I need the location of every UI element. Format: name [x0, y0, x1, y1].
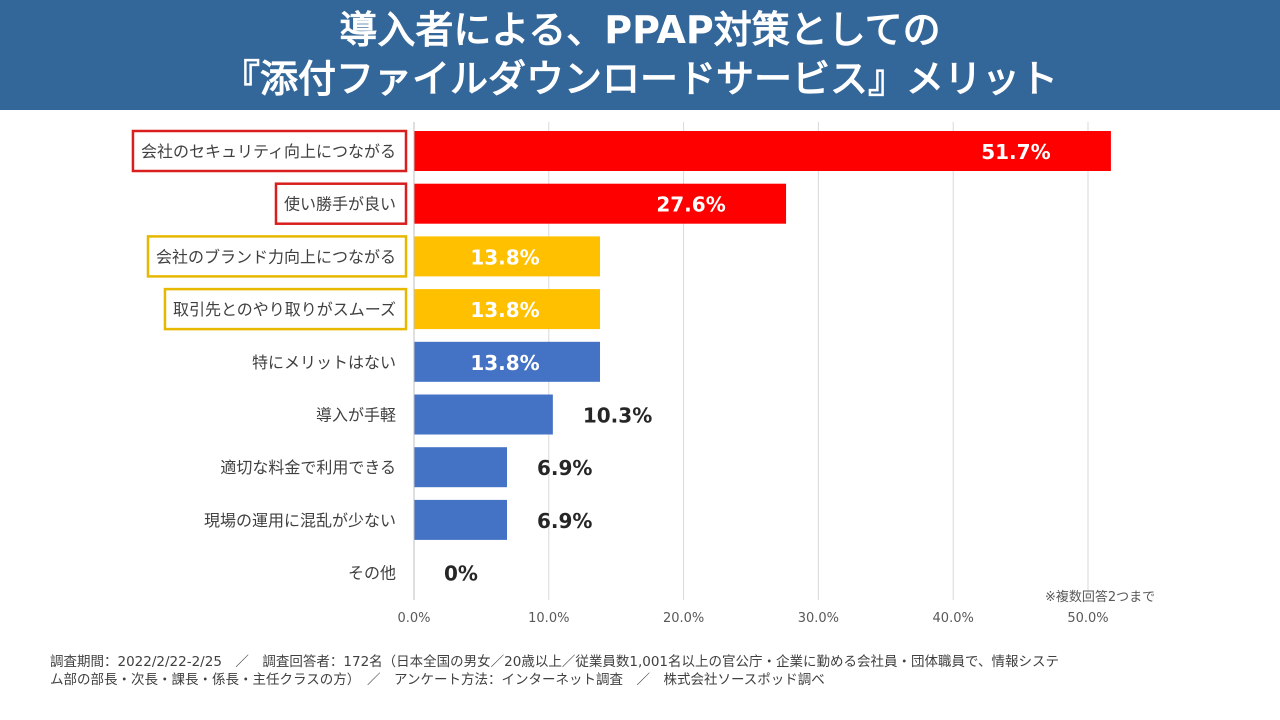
data-label: 51.7%	[981, 140, 1050, 164]
bar	[414, 499, 508, 540]
x-tick-label: 30.0%	[798, 611, 839, 626]
category-label: 会社のセキュリティ向上につながる	[141, 142, 396, 161]
x-tick-label: 0.0%	[397, 611, 430, 626]
data-label: 6.9%	[537, 509, 592, 533]
title-line-1: 導入者による、PPAP対策としての	[339, 8, 941, 52]
x-tick-label: 20.0%	[663, 611, 704, 626]
x-tick-label: 40.0%	[933, 611, 974, 626]
data-label: 13.8%	[470, 298, 539, 322]
bar	[414, 183, 787, 224]
category-label: 取引先とのやり取りがスムーズ	[173, 300, 396, 319]
data-label: 13.8%	[470, 245, 539, 269]
category-label: 適切な料金で利用できる	[220, 458, 396, 477]
category-highlight-box	[163, 287, 408, 331]
data-label: 13.8%	[470, 351, 539, 375]
category-label: その他	[348, 564, 396, 583]
category-label: 導入が手軽	[316, 406, 396, 425]
bar	[414, 131, 1111, 171]
data-label: 6.9%	[537, 456, 592, 480]
footnote-line-2: ム部の部長・次長・課長・係長・主任クラスの方） ／ アンケート方法：インターネッ…	[50, 672, 825, 688]
data-label: 10.3%	[583, 404, 652, 428]
category-label: 使い勝手が良い	[284, 195, 396, 214]
title-line-2: 『添付ファイルダウンロードサービス』メリット	[221, 57, 1058, 101]
data-label: 0%	[444, 562, 478, 586]
survey-footnote: 調査期間：2022/2/22-2/25 ／ 調査回答者：172名（日本全国の男女…	[50, 653, 1240, 689]
category-highlight-box	[146, 235, 408, 278]
footnote-line-1: 調査期間：2022/2/22-2/25 ／ 調査回答者：172名（日本全国の男女…	[50, 654, 1059, 670]
bar	[414, 394, 553, 435]
x-tick-label: 10.0%	[528, 611, 569, 626]
bar	[414, 289, 601, 330]
bar	[414, 341, 601, 382]
category-highlight-box	[274, 182, 408, 225]
category-label: 会社のブランド力向上につながる	[156, 247, 396, 266]
data-label: 27.6%	[656, 193, 725, 217]
bar	[414, 447, 508, 488]
title-banner: 導入者による、PPAP対策としての 『添付ファイルダウンロードサービス』メリット	[0, 0, 1280, 110]
category-label: 現場の運用に混乱が少ない	[204, 511, 396, 530]
category-label: 特にメリットはない	[252, 353, 396, 372]
x-tick-label: 50.0%	[1067, 611, 1108, 626]
multiple-answer-note: ※複数回答2つまで	[1045, 590, 1156, 605]
bar	[414, 236, 601, 277]
category-highlight-box	[131, 129, 408, 173]
